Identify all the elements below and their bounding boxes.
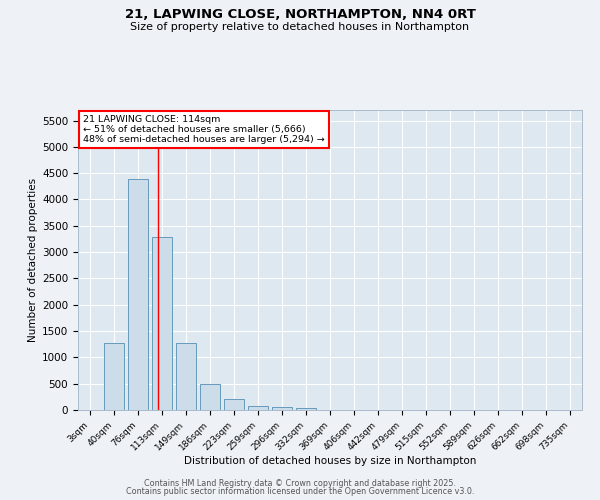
Text: Size of property relative to detached houses in Northampton: Size of property relative to detached ho… <box>130 22 470 32</box>
Bar <box>104 343 124 410</box>
Text: 21, LAPWING CLOSE, NORTHAMPTON, NN4 0RT: 21, LAPWING CLOSE, NORTHAMPTON, NN4 0RT <box>125 8 475 20</box>
Y-axis label: Number of detached properties: Number of detached properties <box>28 178 38 342</box>
Bar <box>152 237 172 410</box>
X-axis label: Distribution of detached houses by size in Northampton: Distribution of detached houses by size … <box>184 456 476 466</box>
Bar <box>176 342 196 410</box>
Text: 21 LAPWING CLOSE: 114sqm
← 51% of detached houses are smaller (5,666)
48% of sem: 21 LAPWING CLOSE: 114sqm ← 51% of detach… <box>83 114 325 144</box>
Bar <box>248 406 268 410</box>
Text: Contains HM Land Registry data © Crown copyright and database right 2025.: Contains HM Land Registry data © Crown c… <box>144 478 456 488</box>
Bar <box>200 384 220 410</box>
Bar <box>128 180 148 410</box>
Bar <box>296 408 316 410</box>
Text: Contains public sector information licensed under the Open Government Licence v3: Contains public sector information licen… <box>126 487 474 496</box>
Bar <box>272 407 292 410</box>
Bar <box>224 399 244 410</box>
